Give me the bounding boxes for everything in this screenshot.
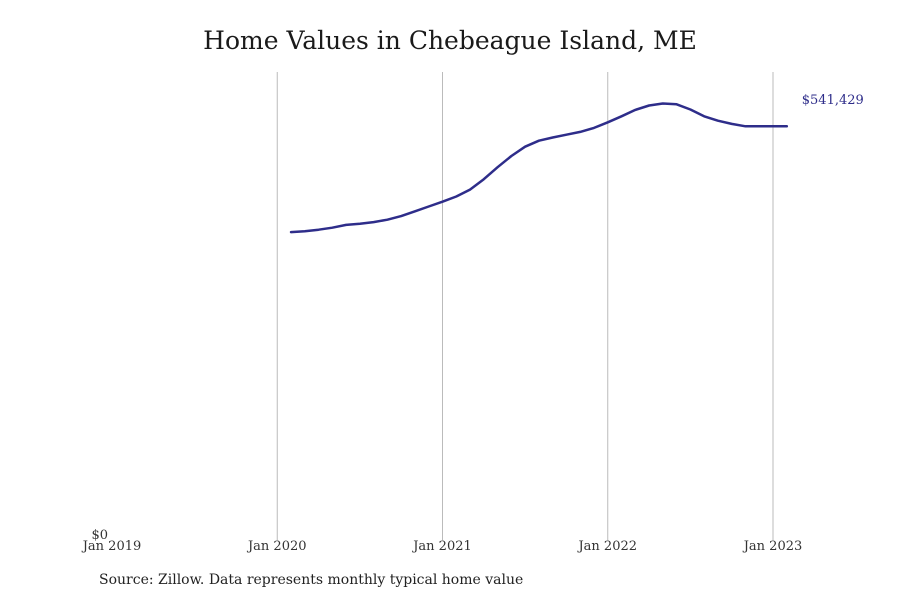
x-tick-label: Jan 2020 — [246, 539, 307, 554]
y-tick-label: $0 — [91, 528, 108, 543]
x-tick-label: Jan 2022 — [576, 539, 637, 554]
axis-ticks: Jan 2019 Jan 2020 Jan 2021 Jan 2022 Jan 2023… — [81, 528, 803, 554]
chart-title: Home Values in Chebeague Island, ME — [203, 26, 697, 55]
end-value-label: $541,429 — [802, 93, 864, 108]
source-note: Source: Zillow. Data represents monthly … — [99, 572, 524, 588]
x-tick-label: Jan 2021 — [411, 539, 472, 554]
x-tick-label: Jan 2023 — [742, 539, 803, 554]
series-line — [289, 102, 789, 234]
grid-lines — [276, 72, 774, 540]
series-layer: $541,429 — [289, 93, 864, 234]
x-tick-label: Jan 2019 — [81, 539, 142, 554]
